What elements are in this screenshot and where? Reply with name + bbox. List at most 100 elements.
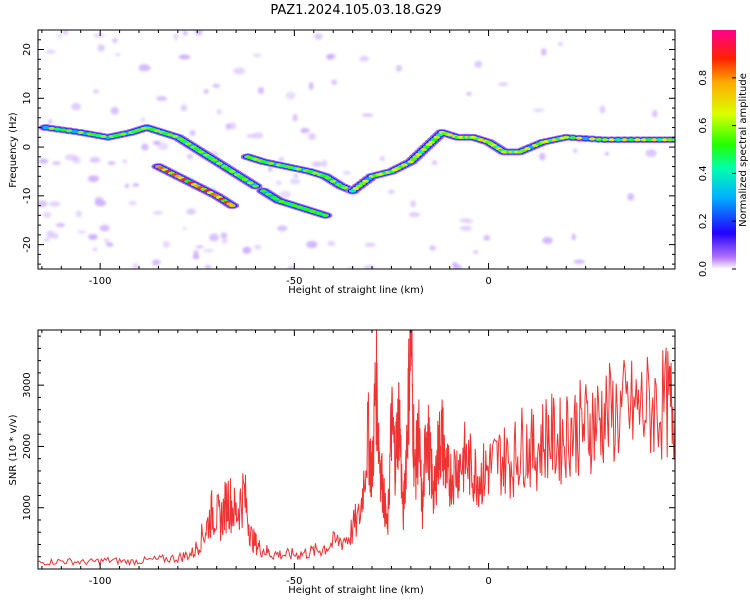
spectrogram-cell bbox=[532, 108, 545, 113]
snr-panel: -100 -50 0 1000 2000 3000 Height of straight … bbox=[8, 329, 676, 596]
y-tick-label: -10 bbox=[22, 188, 33, 204]
spectrogram-cell bbox=[242, 246, 252, 254]
x-tick-label: -100 bbox=[89, 276, 112, 287]
spectrogram-cell bbox=[184, 142, 192, 146]
y-tick-label: -20 bbox=[22, 236, 33, 252]
spectrogram-cell bbox=[97, 44, 105, 52]
snr-frame bbox=[37, 329, 676, 570]
spectrogram-cell bbox=[52, 161, 61, 165]
spectrogram-cell bbox=[77, 230, 86, 234]
spectrogram-cell bbox=[601, 138, 609, 142]
x-tick-label: -50 bbox=[286, 276, 302, 287]
spectrogram-cell bbox=[342, 170, 351, 176]
spectrogram-cell bbox=[410, 157, 417, 161]
spectrogram-cell bbox=[138, 64, 151, 72]
spectrogram-cell bbox=[599, 105, 606, 114]
y-tick-label: 3000 bbox=[22, 372, 33, 397]
colorbar-tick-label: 0.6 bbox=[698, 118, 709, 134]
spectrogram-cell bbox=[195, 245, 204, 249]
spectrogram-cell bbox=[42, 211, 52, 218]
spectrogram-cell bbox=[326, 53, 336, 59]
spectrogram-cell bbox=[54, 127, 61, 131]
spectrogram-cell bbox=[401, 163, 408, 167]
spectrogram-cell bbox=[466, 92, 472, 96]
spectrogram-cell bbox=[322, 213, 329, 217]
colorbar-tick-label: 0.4 bbox=[698, 165, 709, 181]
spectrogram-cell bbox=[296, 205, 303, 209]
spectrogram-cell bbox=[446, 133, 453, 137]
spectrogram-cell bbox=[361, 113, 374, 117]
spectrogram-cell bbox=[71, 102, 82, 111]
spectrogram-cell bbox=[300, 128, 310, 134]
spectrogram-cell bbox=[194, 30, 203, 36]
spectrogram-cell bbox=[355, 184, 363, 188]
spectrogram-cell bbox=[233, 67, 246, 75]
spectrogram-cell bbox=[56, 34, 63, 38]
spectrogram-cell bbox=[651, 109, 658, 118]
spectrogram-cell bbox=[387, 189, 395, 194]
spectrogram-cell bbox=[49, 201, 61, 207]
spectrogram-cell bbox=[362, 179, 369, 183]
spectrogram-cell bbox=[364, 242, 376, 247]
spectrogram-cell bbox=[252, 184, 259, 188]
spectrogram-cell bbox=[275, 180, 282, 185]
spectrogram-marks bbox=[38, 30, 675, 269]
spectrogram-cell bbox=[331, 79, 338, 86]
spectrogram-cell bbox=[152, 260, 160, 267]
spectrogram-cell bbox=[627, 193, 635, 201]
spectrogram-cell bbox=[152, 211, 164, 215]
spectrogram-ridge bbox=[240, 153, 360, 195]
spectrogram-cell bbox=[204, 264, 212, 269]
spectrogram-cell bbox=[306, 240, 318, 249]
spectrogram-cell bbox=[89, 156, 101, 163]
spectrogram-cell bbox=[425, 143, 433, 147]
spectrogram-cell bbox=[210, 158, 218, 162]
spectrogram-cell bbox=[257, 87, 265, 95]
spectrogram-cell bbox=[311, 171, 319, 175]
spectrogram-cell bbox=[94, 196, 104, 203]
snr-ticks: -100 -50 0 1000 2000 3000 bbox=[22, 330, 675, 587]
spectrogram-cell bbox=[178, 54, 191, 60]
colorbar: 0.0 0.2 0.4 0.6 0.8 Normalized spectral ampl… bbox=[698, 30, 749, 277]
spectrogram-cell bbox=[571, 233, 576, 241]
spectrogram-cell bbox=[572, 148, 578, 154]
spectrogram-cell bbox=[307, 133, 317, 140]
spectrogram-cell bbox=[55, 222, 66, 228]
x-tick-label: 0 bbox=[485, 576, 491, 587]
spectrogram-cell bbox=[72, 156, 81, 164]
x-tick-label: -50 bbox=[286, 576, 302, 587]
spectrogram-cell bbox=[379, 155, 385, 162]
spectrogram-cell bbox=[575, 136, 583, 140]
spectrogram-cell bbox=[317, 212, 324, 216]
spectrogram-cell bbox=[645, 138, 653, 142]
spectrogram-cell bbox=[216, 109, 222, 115]
spectrogram-cell bbox=[410, 200, 416, 208]
spectrogram-cell bbox=[359, 182, 366, 186]
spectrogram-cell bbox=[640, 138, 648, 142]
spectrogram-cell bbox=[429, 245, 436, 251]
spectrogram-cell bbox=[363, 265, 375, 269]
spectrogram-cell bbox=[187, 153, 193, 160]
spectrogram-cell bbox=[87, 233, 98, 240]
spectrogram-cell bbox=[229, 204, 236, 208]
spectrogram-cell bbox=[48, 126, 55, 130]
spectrogram-cell bbox=[460, 225, 472, 231]
spectrogram-cell bbox=[563, 135, 570, 139]
y-tick-label: 0 bbox=[22, 144, 33, 150]
spectrogram-cell bbox=[225, 123, 231, 130]
spectrogram-cell bbox=[279, 190, 291, 199]
spectrogram-cell bbox=[246, 134, 255, 138]
spectrogram-cell bbox=[309, 209, 316, 213]
spectrogram-cell bbox=[156, 96, 168, 101]
spectrogram-cell bbox=[352, 187, 360, 191]
spectrogram-cell bbox=[395, 65, 403, 72]
spectrogram-cell bbox=[203, 89, 209, 94]
spectrogram-ylabel: Frequency (Hz) bbox=[8, 112, 19, 188]
spectrogram-cell bbox=[293, 173, 299, 178]
x-tick-label: 0 bbox=[485, 276, 491, 287]
spectrogram-cell bbox=[524, 147, 531, 151]
y-tick-label: 20 bbox=[22, 43, 33, 56]
spectrogram-cell bbox=[93, 33, 105, 38]
spectrogram-cell bbox=[41, 125, 50, 130]
